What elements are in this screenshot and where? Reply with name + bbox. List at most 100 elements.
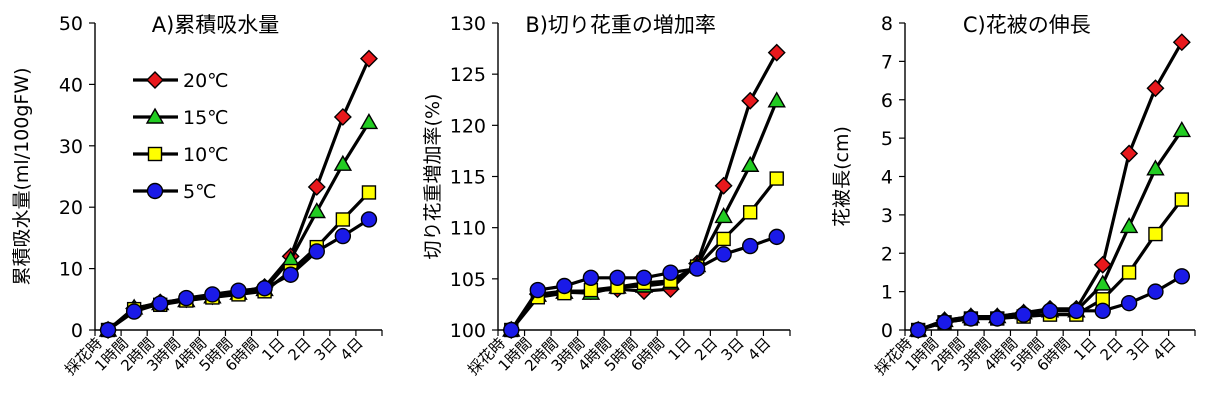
y-tick-label: 30 <box>59 136 83 158</box>
y-tick-label: 2 <box>881 243 893 265</box>
data-point <box>715 246 732 263</box>
data-point <box>1068 302 1085 320</box>
y-tick-label: 7 <box>881 51 893 73</box>
data-point <box>360 211 378 228</box>
data-point <box>178 289 195 307</box>
data-point <box>333 154 353 171</box>
data-point <box>1172 33 1191 52</box>
x-tick-label: 1日 <box>1070 334 1100 364</box>
series-line <box>917 41 1184 332</box>
y-tick-label: 1 <box>881 282 893 304</box>
data-point <box>1015 306 1032 323</box>
data-point <box>769 171 784 186</box>
legend-marker <box>147 146 163 162</box>
chart-panel-3: 012345678採花時1時間2時間3時間4時間5時間6時間1日2日3日4日C)… <box>831 13 1196 379</box>
y-tick-label: 10 <box>59 259 83 281</box>
data-point <box>962 310 980 327</box>
data-point <box>768 228 785 246</box>
series-5℃ <box>909 268 1191 339</box>
x-tick-label: 2日 <box>691 334 721 364</box>
chart-panel-2: 100105110115120125130採花時1時間2時間3時間4時間5時間6… <box>422 13 791 379</box>
data-point <box>741 237 759 255</box>
data-point <box>282 266 299 283</box>
legend-label: 20℃ <box>183 70 229 92</box>
data-point <box>742 205 758 220</box>
series-5℃ <box>99 211 378 339</box>
data-point <box>1147 283 1164 300</box>
data-point <box>204 286 221 303</box>
y-tick-label: 125 <box>450 64 486 86</box>
legend: 20℃ 15℃ 10℃ 5℃ <box>133 70 229 203</box>
legend-marker <box>146 71 164 89</box>
data-point <box>503 321 520 339</box>
x-tick-label: 3日 <box>1123 334 1153 364</box>
data-point <box>359 113 379 130</box>
data-point <box>99 321 117 339</box>
series-line <box>107 218 370 332</box>
y-axis-label: 累積吸水量(ml/100gFW) <box>11 67 33 285</box>
y-tick-label: 5 <box>881 128 893 150</box>
data-point <box>256 280 273 297</box>
series-5℃ <box>503 228 785 339</box>
series-10℃ <box>504 171 784 338</box>
y-tick-label: 0 <box>881 320 893 342</box>
data-point <box>688 260 706 277</box>
data-point <box>308 243 325 260</box>
data-point <box>989 310 1006 327</box>
data-point <box>716 231 731 247</box>
data-point <box>1173 268 1191 285</box>
data-point <box>334 227 352 245</box>
y-axis-label: 切り花重増加率(%) <box>422 94 444 260</box>
chart-title: A)累積吸水量 <box>152 13 280 37</box>
y-tick-label: 120 <box>450 115 486 137</box>
y-tick-label: 4 <box>881 167 893 189</box>
y-tick-label: 6 <box>881 90 893 112</box>
data-point <box>909 321 927 339</box>
data-point <box>335 212 351 227</box>
data-point <box>741 91 760 110</box>
data-point <box>307 202 326 219</box>
legend-label: 15℃ <box>183 107 229 129</box>
data-point <box>582 269 600 287</box>
data-point <box>359 49 378 68</box>
series-line <box>107 191 371 332</box>
x-tick-label: 2日 <box>284 334 314 364</box>
y-tick-label: 40 <box>59 74 83 96</box>
y-axis-label: 花被長(cm) <box>831 126 853 227</box>
data-point <box>1174 192 1190 207</box>
data-point <box>125 303 143 320</box>
data-point <box>1093 274 1112 291</box>
y-tick-label: 115 <box>450 167 486 189</box>
chart-title: B)切り花重の増加率 <box>525 13 716 37</box>
data-point <box>307 177 326 196</box>
data-point <box>361 185 377 200</box>
data-point <box>1094 302 1111 320</box>
data-point <box>1146 159 1165 176</box>
data-point <box>1093 255 1112 274</box>
series-line <box>510 177 778 332</box>
data-point <box>230 282 247 299</box>
data-point <box>740 155 760 172</box>
data-point <box>152 295 169 312</box>
data-point <box>1172 121 1192 138</box>
data-point <box>662 264 679 281</box>
x-tick-label: 4日 <box>744 334 774 364</box>
x-tick-label: 1日 <box>258 334 288 364</box>
data-point <box>1041 302 1059 320</box>
chart-panel-1: 01020304050採花時1時間2時間3時間4時間5時間6時間1日2日3日4日… <box>11 13 383 379</box>
data-point <box>1121 265 1137 280</box>
data-point <box>1120 294 1138 312</box>
y-tick-label: 110 <box>450 218 486 240</box>
y-tick-label: 3 <box>881 205 893 227</box>
y-tick-label: 20 <box>59 197 83 219</box>
y-tick-label: 100 <box>450 320 486 342</box>
data-point <box>1148 226 1163 242</box>
data-point <box>714 206 733 224</box>
data-point <box>556 277 573 295</box>
legend-label: 10℃ <box>183 144 229 166</box>
data-point <box>609 269 626 287</box>
x-tick-label: 3日 <box>311 334 341 364</box>
legend-marker <box>146 182 164 200</box>
